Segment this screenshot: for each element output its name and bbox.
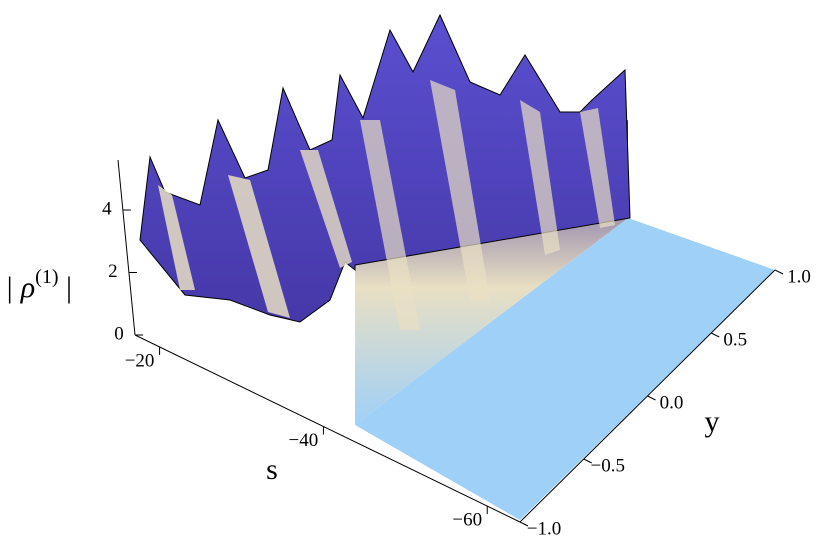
z-axis-label: | ρ(1) | <box>5 266 72 304</box>
z-label-sup: (1) <box>35 266 58 288</box>
ridge-highlight <box>430 80 490 300</box>
z-axis-line <box>117 159 136 336</box>
y-tick <box>774 269 784 275</box>
y-tick <box>647 395 656 401</box>
surface <box>139 13 775 520</box>
y-tick-label: 0.0 <box>660 392 684 413</box>
y-tick-label: −1.0 <box>527 518 561 539</box>
z-tick-label: 2 <box>108 261 118 282</box>
x-axis-label: s <box>266 453 278 486</box>
ridge-highlight <box>158 185 195 290</box>
y-tick <box>711 332 720 338</box>
y-axis-label: y <box>705 405 720 438</box>
x-tick-label: −20 <box>125 350 155 371</box>
z-label-end: | <box>58 271 72 304</box>
x-tick-label: −60 <box>452 509 482 530</box>
z-tick-label: 4 <box>102 198 112 219</box>
y-tick <box>519 521 529 527</box>
ridge-highlight <box>300 150 352 268</box>
ridge-highlight <box>580 108 615 228</box>
x-tick-label: −40 <box>289 430 319 451</box>
ridge-highlight <box>228 175 290 318</box>
y-tick-label: 0.5 <box>723 329 747 350</box>
floor <box>355 218 775 520</box>
y-tick-label: 1.0 <box>787 266 811 287</box>
ridge-highlight <box>520 100 560 255</box>
y-tick <box>583 458 592 464</box>
z-label-base: | ρ <box>5 271 35 304</box>
y-tick-label: −0.5 <box>591 455 625 476</box>
x-axis-line <box>134 334 521 523</box>
ridge-highlight <box>360 120 420 330</box>
z-tick-label: 0 <box>114 323 124 344</box>
